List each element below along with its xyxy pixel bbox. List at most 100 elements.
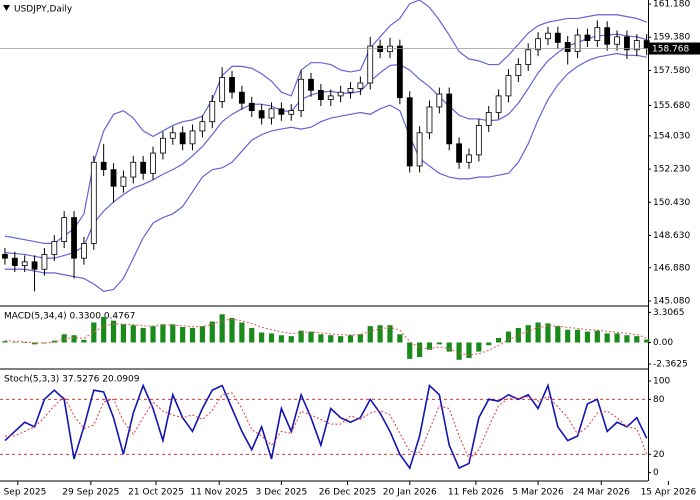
candle-body — [396, 45, 403, 99]
y-tick-label: 155.680 — [653, 101, 690, 111]
macd-bar — [288, 336, 294, 343]
macd-bar — [249, 327, 255, 343]
candle-body — [298, 78, 305, 112]
candle-body — [505, 75, 512, 97]
candle-body — [466, 154, 472, 163]
y-tick-label: 146.880 — [653, 263, 690, 273]
macd-bar — [357, 334, 363, 343]
macd-bar — [120, 324, 127, 343]
candle-body — [288, 110, 295, 115]
y-tick-label: 161.180 — [653, 0, 690, 10]
macd-bar — [377, 325, 383, 343]
x-tick-label: 5 Mar 2026 — [512, 488, 564, 498]
candle-body — [268, 108, 275, 119]
candle-body — [81, 243, 87, 259]
macd-bar — [574, 329, 581, 343]
macd-bar — [239, 322, 245, 343]
candle-body — [456, 143, 462, 163]
x-tick-label: 11 Nov 2025 — [190, 488, 248, 498]
macd-bar — [298, 330, 304, 343]
signal-line — [4, 318, 647, 356]
candle-body — [604, 27, 611, 45]
x-tick-label: 26 Dec 2025 — [319, 488, 377, 498]
x-tick-label: 15 Apr 2026 — [641, 488, 697, 498]
macd-bar — [466, 342, 472, 358]
macd-title: MACD(5,34,4) 0.3300 0.4767 — [4, 312, 135, 322]
candle-body — [574, 34, 581, 53]
candle-body — [219, 77, 226, 102]
macd-bar — [426, 342, 433, 350]
y-tick-label: 148.630 — [653, 231, 690, 241]
candle-body — [140, 161, 147, 174]
macd-bar — [505, 331, 512, 343]
candle-body — [51, 241, 58, 255]
macd-bar — [644, 339, 650, 343]
symbol-menu-icon[interactable] — [3, 5, 10, 11]
main-line — [4, 383, 648, 470]
candle-body — [416, 132, 423, 167]
candle-body — [643, 40, 650, 49]
macd-bar — [456, 342, 462, 360]
macd-bar — [91, 322, 97, 343]
candle-body — [71, 217, 77, 259]
candle-body — [41, 254, 48, 270]
candle-body — [564, 42, 571, 53]
candle-body — [209, 101, 216, 123]
macd-bar — [51, 340, 57, 343]
macd-bar — [604, 333, 610, 343]
upper-band-line — [4, 0, 647, 245]
macd-bar — [199, 326, 205, 343]
y-tick-label: 20 — [653, 450, 665, 460]
candle-body — [614, 36, 620, 45]
candle-body — [475, 124, 482, 156]
candle-body — [179, 132, 186, 145]
macd-bar — [150, 326, 156, 343]
macd-bar — [12, 342, 18, 343]
candle-body — [446, 93, 453, 145]
macd-bar — [347, 335, 354, 343]
macd-bar — [584, 331, 591, 343]
y-tick-label: 145.080 — [653, 296, 690, 306]
candle-body — [278, 108, 285, 115]
last-price-label: 158.768 — [652, 45, 689, 55]
candle-body — [61, 217, 68, 242]
candle-body — [11, 257, 18, 266]
macd-bar — [555, 326, 561, 343]
x-tick-label: 24 Mar 2026 — [573, 488, 630, 498]
signal-line — [4, 392, 648, 460]
macd-bar — [565, 329, 571, 343]
macd-bar — [110, 320, 117, 343]
y-tick-label: 150.430 — [653, 198, 690, 208]
macd-bar — [486, 342, 492, 346]
macd-bar — [278, 335, 284, 343]
candle-body — [485, 112, 492, 126]
candle-body — [189, 130, 196, 145]
macd-bar — [367, 326, 373, 343]
candle-body — [495, 95, 502, 113]
macd-bar — [535, 322, 541, 343]
middle-band-line — [4, 33, 647, 259]
candle-body — [160, 137, 166, 154]
candle-body — [150, 152, 156, 174]
x-tick-label: 3 Dec 2025 — [255, 488, 307, 498]
candle-body — [31, 261, 38, 270]
candle-body — [633, 40, 640, 51]
macd-bar — [318, 334, 324, 343]
y-tick-label: 152.230 — [653, 165, 690, 175]
candle-body — [624, 36, 630, 51]
candle-body — [535, 38, 541, 51]
y-tick-label: 154.030 — [653, 131, 690, 141]
macd-bar — [2, 341, 8, 343]
candle-body — [130, 161, 137, 178]
macd-bar — [417, 342, 423, 358]
macd-bar — [189, 327, 196, 343]
macd-bar — [594, 330, 600, 343]
macd-bar — [515, 327, 521, 343]
macd-bar — [525, 325, 531, 343]
candle-body — [347, 88, 354, 93]
candle-body — [100, 161, 107, 171]
last-price-box — [649, 42, 700, 55]
macd-bar — [41, 342, 48, 344]
symbol-title: USDJPY,Daily — [14, 5, 73, 15]
